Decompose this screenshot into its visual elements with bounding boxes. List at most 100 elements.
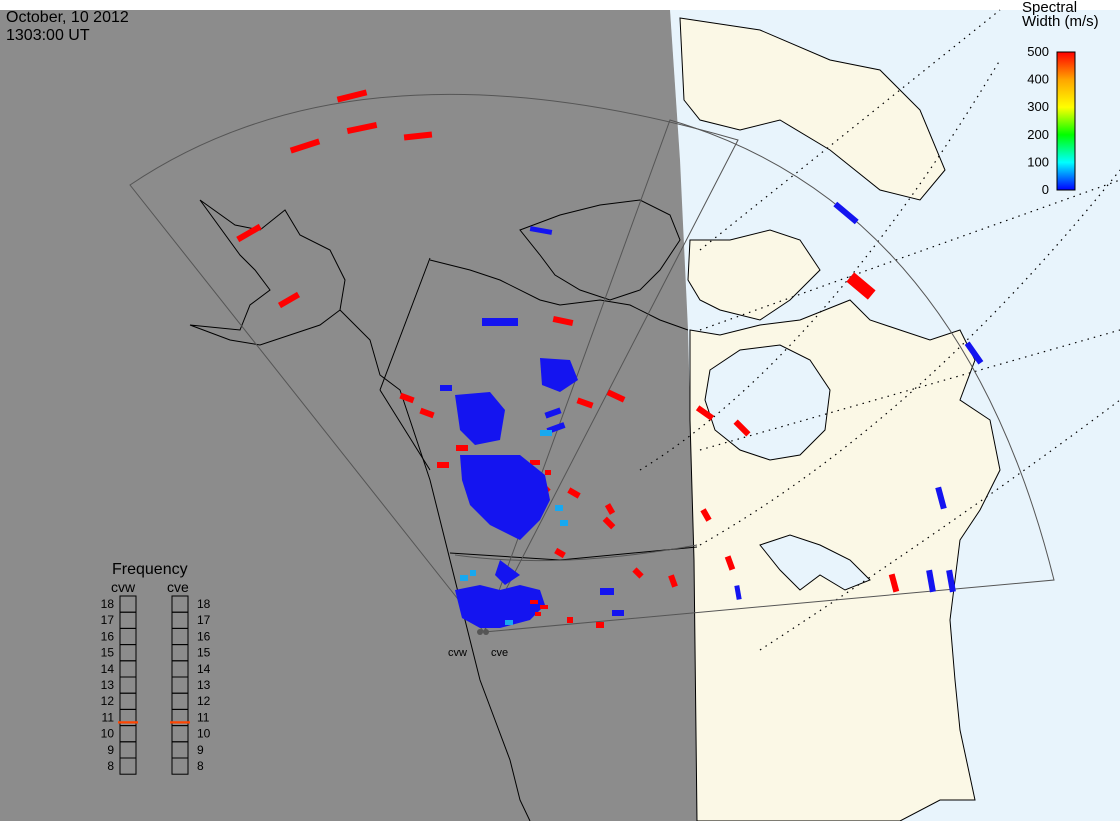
scatter-cell [695,405,715,421]
scatter-cell [530,600,538,604]
greenland-land [679,17,946,201]
title-date: October, 10 2012 [6,9,129,26]
bc-alberta-border [379,389,431,471]
scatter-cell [935,486,947,510]
scatter-cell [600,588,614,595]
radar-fov [129,93,1055,633]
colorbar-title-line1: Spectral [1022,0,1078,16]
graticule-ring-3 [759,399,1120,651]
scatter-cell [612,610,624,616]
graticule-meridian-3 [699,329,1120,451]
scatter-cell [403,131,433,141]
frequency-tick-right: 14 [197,662,211,676]
graticule [639,9,1120,651]
frequency-tick-left: 13 [101,678,115,692]
frequency-tick-right: 13 [197,678,211,692]
frequency-legend: 18 18 17 17 16 16 15 15 14 14 13 13 12 12 11 11 10 10 9 9 8 8 [101,595,211,775]
scatter-cell [560,520,568,526]
colorbar-tick-label: 400 [1027,72,1049,87]
scatter-cell [604,503,616,515]
scatter-cell [576,397,594,409]
scatter-cell [888,573,900,593]
scatter-cell [567,617,573,623]
site-label-cve: cve [491,647,509,659]
scatter-cell [460,575,468,581]
scatter-cluster [455,585,545,628]
scatter-cell [632,567,644,579]
scatter-cell [456,445,468,451]
frequency-label-cvw: cvw [111,579,136,595]
scatter-cell [336,89,368,103]
frequency-tick-right: 16 [197,629,211,643]
radar-site-cve [483,629,489,635]
scatter-cell [724,555,736,571]
colorbar-tick-label: 300 [1027,99,1049,114]
scatter-cell [964,341,984,365]
scatter-cell [470,570,476,576]
frequency-tick-left: 9 [107,743,114,757]
scatter-cluster [495,560,520,585]
colorbar-tick-label: 0 [1042,182,1049,197]
fov-cvw [129,93,739,633]
frequency-tick-left: 14 [101,662,115,676]
coastlines-night [189,199,698,821]
scatter-cell [440,385,452,391]
scatter-cell [668,574,678,588]
scatter-cell [946,569,956,593]
alaska-canada-border [379,257,431,391]
west-coast [339,309,531,821]
frequency-tick-right: 17 [197,613,211,627]
scatter-cell [606,389,626,403]
frequency-tick-right: 12 [197,694,211,708]
colorbar-title-line2: Width (m/s) [1022,13,1099,30]
scatter-cell [535,612,541,616]
scatter-cell [540,605,548,609]
graticule-meridian-2 [699,179,1120,331]
colorbar-tick-label: 100 [1027,154,1049,169]
frequency-tick-left: 18 [101,597,115,611]
scatter-cell [419,407,435,419]
arctic-coast [429,259,689,331]
frequency-cell [119,757,137,775]
colorbar-tick-label: 500 [1027,44,1049,59]
scatter-cell [482,318,518,326]
scatter-cell [567,487,581,499]
scatter-cell [346,121,378,135]
scatter-cell [540,430,552,436]
scatter-cell [529,226,553,235]
frequency-tick-right: 8 [197,759,204,773]
hudson-bay [704,344,831,461]
day-land [679,17,1001,821]
scatter-cell [289,138,321,154]
site-label-cvw: cvw [448,647,467,659]
alaska-coast [189,199,346,346]
baffin-land [687,229,821,321]
scatter-cell [437,462,449,468]
scatter-cell [545,470,551,475]
scatter-cell [544,407,562,419]
scatter-cell [399,392,415,404]
scatter-cell [554,547,566,559]
frequency-tick-right: 18 [197,597,211,611]
frequency-tick-left: 8 [107,759,114,773]
fov-cve-near-range [454,544,698,562]
frequency-tick-right: 11 [197,710,210,724]
scatter-cell [846,272,876,300]
scatter-cluster [540,358,578,392]
frequency-tick-left: 17 [101,613,115,627]
title-time: 1303:00 UT [6,27,90,44]
scatter-cell [602,516,616,530]
scatter-cell [530,460,540,465]
frequency-tick-left: 15 [101,646,115,660]
colorbar-tick-label: 200 [1027,127,1049,142]
scatter-cell [833,201,859,225]
frequency-tick-left: 16 [101,629,115,643]
scatter-cell [277,291,301,309]
scatter-cluster [460,455,550,540]
frequency-tick-left: 11 [102,710,115,724]
frequency-tick-right: 15 [197,646,211,660]
scatter-cell [700,508,712,522]
frequency-label-cve: cve [167,579,189,595]
